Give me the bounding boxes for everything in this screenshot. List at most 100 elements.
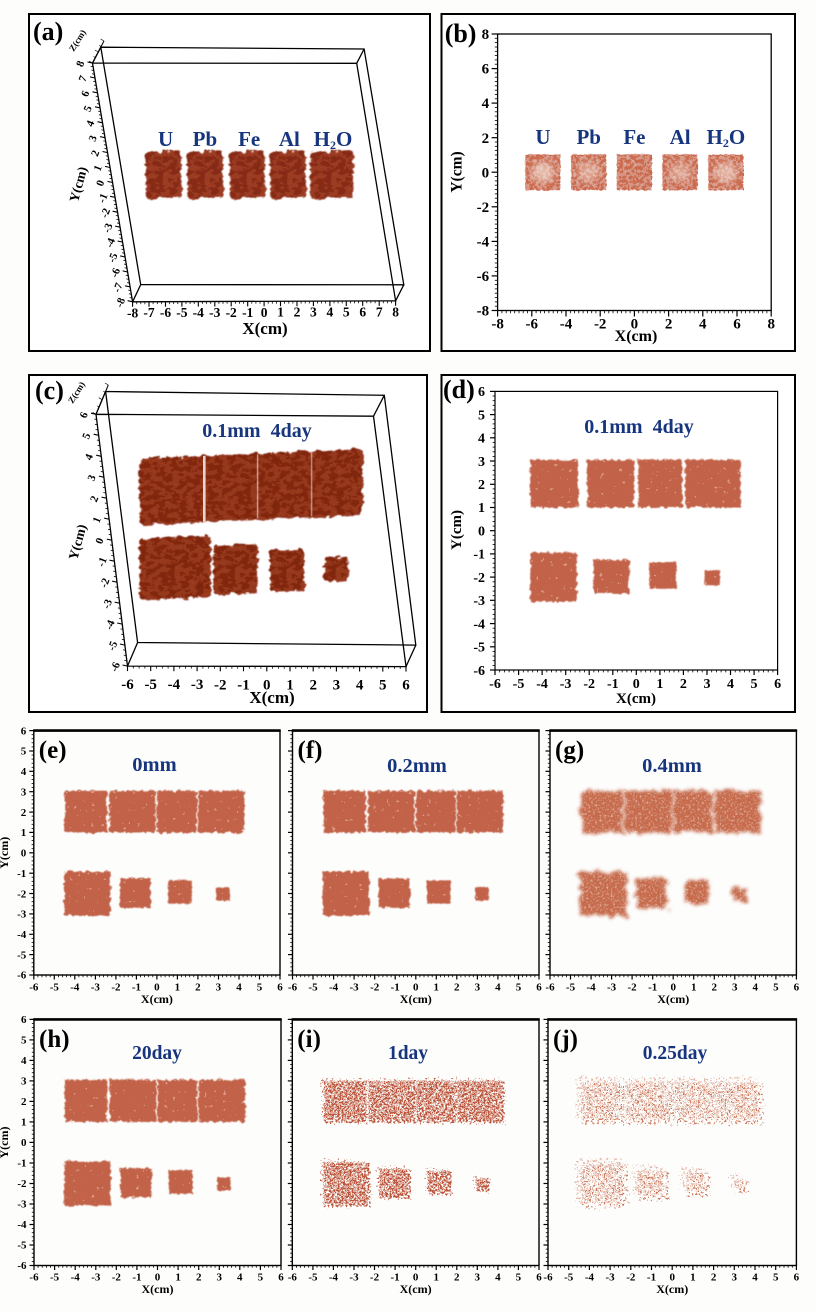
svg-text:X(cm): X(cm): [615, 328, 658, 345]
svg-text:6: 6: [478, 385, 485, 400]
svg-text:-4: -4: [17, 929, 27, 941]
svg-text:-4: -4: [560, 317, 573, 333]
svg-text:3: 3: [216, 1272, 222, 1284]
svg-text:2: 2: [88, 494, 101, 504]
svg-text:1: 1: [91, 515, 104, 525]
svg-text:-2: -2: [473, 571, 485, 586]
svg-text:X(cm): X(cm): [249, 688, 294, 707]
svg-text:0.2mm: 0.2mm: [387, 755, 447, 777]
svg-text:-1: -1: [391, 1272, 400, 1284]
svg-text:2: 2: [454, 1272, 460, 1284]
svg-text:0: 0: [669, 1272, 675, 1284]
svg-text:-7: -7: [143, 305, 154, 320]
svg-text:2: 2: [21, 1096, 27, 1108]
svg-text:5: 5: [21, 1035, 27, 1047]
svg-text:-5: -5: [50, 1272, 60, 1284]
svg-text:-3: -3: [606, 1272, 616, 1284]
svg-text:Al: Al: [279, 127, 300, 151]
svg-text:3: 3: [478, 455, 485, 470]
svg-text:4: 4: [327, 305, 334, 320]
svg-text:2: 2: [711, 1272, 717, 1284]
svg-text:X(cm): X(cm): [141, 992, 173, 1006]
svg-text:-5: -5: [176, 305, 187, 320]
svg-text:0.4mm: 0.4mm: [642, 755, 702, 777]
svg-text:6: 6: [794, 982, 800, 994]
svg-text:0mm: 0mm: [132, 754, 176, 776]
svg-text:-1: -1: [132, 1272, 141, 1284]
svg-text:-3: -3: [191, 677, 204, 693]
svg-text:-6: -6: [489, 677, 501, 692]
svg-text:4: 4: [237, 1272, 243, 1284]
svg-text:0: 0: [21, 848, 27, 860]
svg-text:1: 1: [434, 982, 440, 994]
svg-text:6: 6: [21, 725, 27, 737]
svg-text:1: 1: [286, 677, 294, 693]
svg-text:0.25day: 0.25day: [643, 1043, 708, 1064]
svg-text:(d): (d): [443, 375, 475, 404]
svg-text:6: 6: [536, 1272, 542, 1284]
svg-text:0: 0: [413, 1272, 419, 1284]
svg-text:-5: -5: [17, 1240, 27, 1252]
svg-text:-4: -4: [477, 235, 490, 251]
svg-text:Fe: Fe: [623, 125, 645, 149]
svg-text:0: 0: [263, 677, 271, 693]
svg-text:7: 7: [77, 74, 90, 84]
svg-text:5: 5: [80, 431, 93, 441]
svg-text:4: 4: [478, 432, 485, 447]
svg-text:-4: -4: [329, 1272, 339, 1284]
svg-text:1: 1: [21, 1117, 27, 1129]
svg-text:3: 3: [216, 982, 222, 994]
svg-text:4: 4: [752, 1272, 758, 1284]
svg-text:-6: -6: [160, 305, 171, 320]
svg-text:3: 3: [732, 1272, 738, 1284]
svg-text:6: 6: [21, 1014, 27, 1026]
svg-text:0: 0: [93, 536, 106, 546]
svg-text:5: 5: [82, 104, 95, 114]
svg-text:4: 4: [495, 982, 501, 994]
svg-text:1: 1: [478, 501, 485, 516]
svg-text:-5: -5: [566, 982, 576, 994]
svg-text:-1: -1: [17, 1158, 26, 1170]
svg-text:-3: -3: [350, 982, 360, 994]
svg-text:3: 3: [21, 1076, 27, 1088]
svg-text:-6: -6: [29, 982, 39, 994]
svg-text:8: 8: [392, 304, 399, 319]
svg-text:-8: -8: [477, 304, 490, 320]
svg-text:-6: -6: [543, 1272, 553, 1284]
svg-text:4: 4: [753, 982, 759, 994]
svg-text:5: 5: [516, 1272, 522, 1284]
svg-text:1: 1: [277, 305, 284, 320]
svg-text:-1: -1: [607, 677, 619, 692]
svg-text:-4: -4: [17, 1219, 27, 1231]
svg-text:-2: -2: [111, 982, 121, 994]
svg-text:6: 6: [359, 304, 366, 319]
svg-text:6: 6: [536, 982, 542, 994]
svg-text:1: 1: [92, 164, 105, 174]
svg-text:4: 4: [83, 452, 96, 462]
svg-text:X(cm): X(cm): [657, 992, 689, 1006]
svg-text:-4: -4: [71, 1272, 81, 1284]
svg-text:-3: -3: [91, 1272, 101, 1284]
svg-text:U: U: [535, 125, 550, 149]
svg-text:-3: -3: [607, 982, 617, 994]
svg-text:-1: -1: [242, 305, 253, 320]
svg-text:2: 2: [454, 982, 460, 994]
svg-text:-3: -3: [209, 305, 220, 320]
svg-text:4: 4: [236, 982, 242, 994]
svg-text:1: 1: [691, 982, 697, 994]
svg-text:-5: -5: [308, 1272, 318, 1284]
svg-text:2: 2: [195, 982, 201, 994]
svg-text:2: 2: [294, 305, 301, 320]
svg-text:3: 3: [21, 786, 27, 798]
svg-text:-4: -4: [536, 677, 548, 692]
svg-text:-2: -2: [594, 317, 607, 333]
svg-text:-1: -1: [132, 982, 141, 994]
svg-text:3: 3: [475, 1272, 481, 1284]
svg-text:0: 0: [670, 982, 676, 994]
svg-text:U: U: [158, 127, 173, 151]
svg-text:0: 0: [261, 305, 268, 320]
svg-text:4: 4: [21, 766, 27, 778]
svg-text:0.1mm 4day: 0.1mm 4day: [202, 420, 311, 442]
svg-text:2: 2: [196, 1272, 202, 1284]
svg-text:Pb: Pb: [576, 125, 601, 149]
